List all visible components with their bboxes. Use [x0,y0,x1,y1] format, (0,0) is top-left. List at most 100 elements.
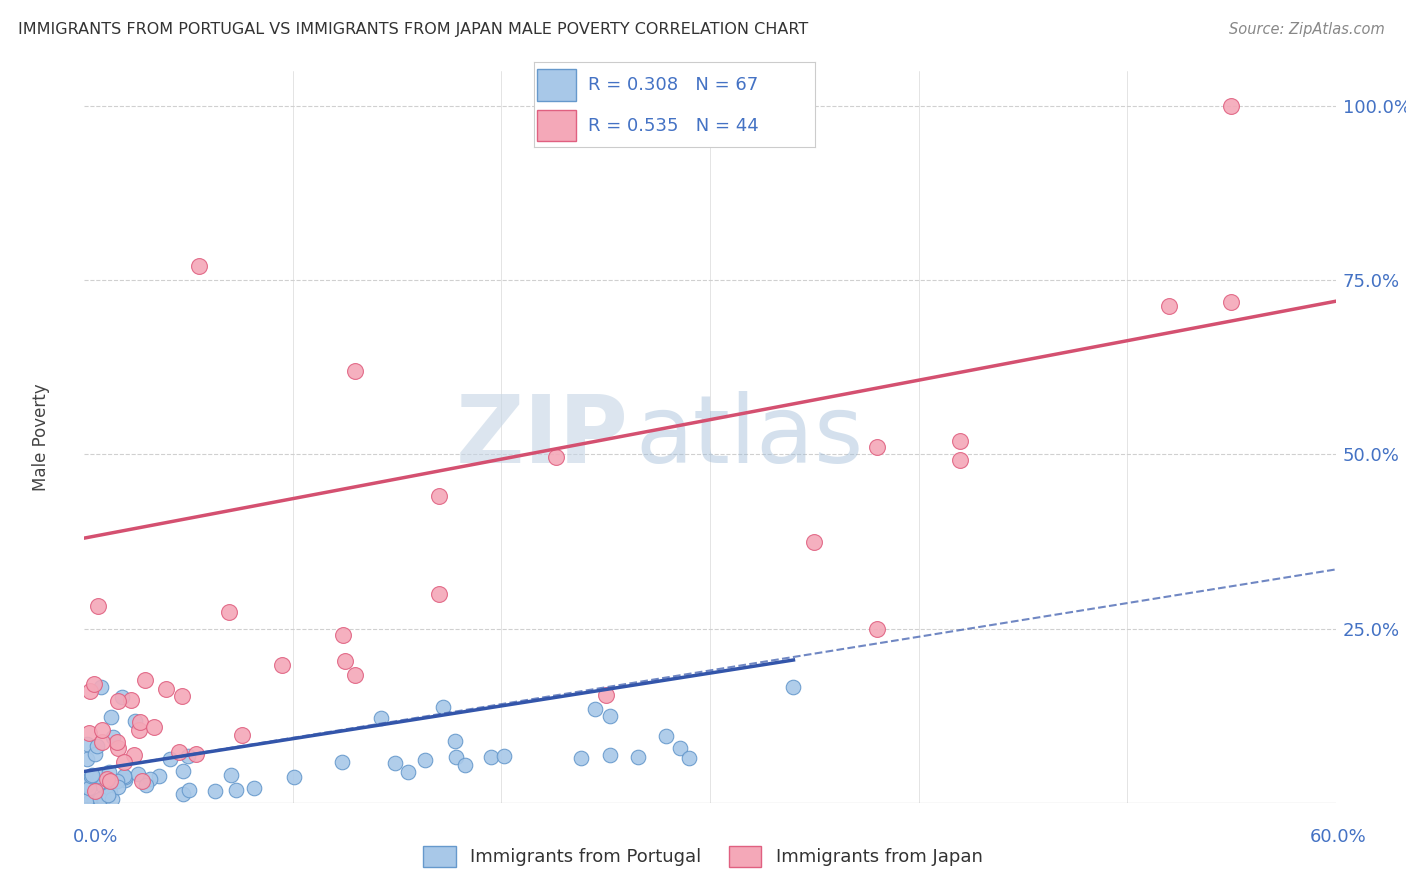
Text: R = 0.308   N = 67: R = 0.308 N = 67 [588,77,758,95]
Point [148,769,170,783]
Point [1220,294,1243,309]
Point [176,749,198,764]
Point [76,752,98,766]
Point [271,658,294,673]
Text: Source: ZipAtlas.com: Source: ZipAtlas.com [1229,22,1385,37]
Point [599,709,621,723]
Point [75,774,97,789]
Point [427,489,450,503]
Point [231,728,253,742]
Point [595,688,617,702]
Point [76,779,98,793]
Point [186,747,208,762]
Point [114,770,136,784]
Point [866,440,889,454]
Point [79,795,101,809]
Point [98,774,121,789]
Point [120,692,142,706]
Point [100,710,122,724]
Point [87,599,110,613]
Point [77,725,100,739]
Point [134,673,156,687]
Point [84,784,107,798]
Point [122,747,145,762]
Point [155,681,177,696]
Point [443,733,465,747]
Point [79,770,101,784]
Point [91,779,114,793]
Point [1220,99,1243,113]
Point [949,434,972,448]
Point [344,668,367,682]
Point [678,750,700,764]
Point [97,787,120,801]
Point [413,753,436,767]
Point [112,769,135,783]
Point [124,714,146,728]
Point [107,741,129,756]
Point [100,792,122,806]
Point [96,772,118,786]
Point [143,720,166,734]
FancyBboxPatch shape [537,70,576,101]
Point [79,684,101,698]
Point [105,734,128,748]
Point [344,364,367,378]
Point [105,774,128,789]
Point [97,788,120,802]
Text: atlas: atlas [636,391,863,483]
Point [866,622,889,636]
Point [949,452,972,467]
Point [159,752,181,766]
Text: 60.0%: 60.0% [1310,828,1367,846]
Text: ZIP: ZIP [456,391,628,483]
Point [479,749,502,764]
Point [169,745,191,759]
Point [90,723,112,738]
Point [98,785,121,799]
Point [569,751,592,765]
Point [172,764,194,778]
Point [77,781,100,796]
Point [101,730,124,744]
Point [91,734,114,748]
Point [128,723,150,737]
Text: IMMIGRANTS FROM PORTUGAL VS IMMIGRANTS FROM JAPAN MALE POVERTY CORRELATION CHART: IMMIGRANTS FROM PORTUGAL VS IMMIGRANTS F… [18,22,808,37]
Point [396,764,419,779]
Point [225,782,247,797]
Point [86,739,108,753]
Point [97,764,120,779]
Point [83,794,105,808]
Point [333,654,356,668]
Point [93,792,115,806]
Text: R = 0.535   N = 44: R = 0.535 N = 44 [588,117,758,135]
Text: Male Poverty: Male Poverty [31,384,49,491]
Point [82,768,104,782]
Point [114,772,136,787]
Point [139,772,162,786]
Point [427,587,450,601]
Point [90,680,112,694]
Point [218,605,240,619]
Point [110,690,132,705]
Point [89,769,111,783]
Point [494,749,516,764]
Point [782,681,804,695]
Point [131,773,153,788]
Point [75,794,97,808]
Point [283,770,305,784]
Point [330,755,353,769]
Point [242,780,264,795]
Point [76,737,98,751]
Point [135,778,157,792]
Point [83,676,105,690]
Text: 0.0%: 0.0% [73,828,118,846]
Point [112,756,135,770]
Point [627,750,650,764]
Point [432,699,454,714]
Point [204,783,226,797]
Point [454,758,477,772]
Point [83,747,105,761]
Point [655,729,678,743]
Point [444,750,467,764]
